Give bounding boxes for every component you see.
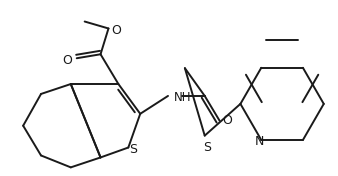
Text: N: N [255,136,264,148]
Text: O: O [112,24,121,37]
Text: O: O [62,54,72,67]
Text: S: S [203,141,211,154]
Text: S: S [129,143,137,156]
Text: NH: NH [174,91,191,104]
Text: O: O [223,114,233,127]
